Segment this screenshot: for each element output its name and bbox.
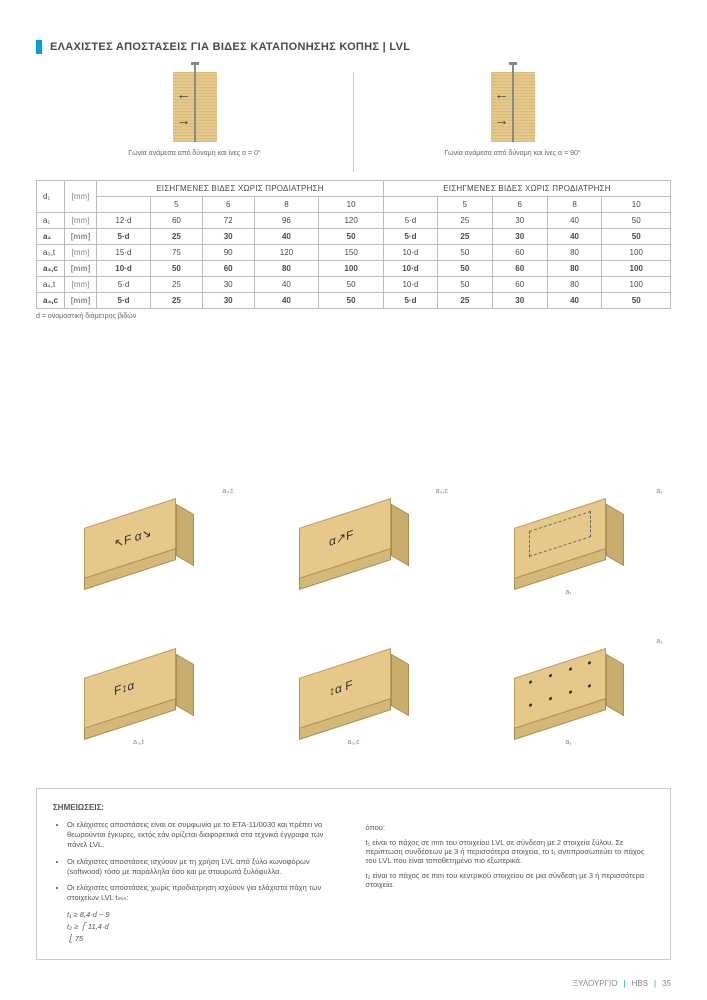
note-item: Οι ελάχιστες αποστάσεις ισχύουν με τη χρ… xyxy=(67,857,342,877)
table-row: a₄,t[mm]5·d2530405010·d506080100 xyxy=(37,277,671,293)
group-header-left: ΕΙΣΗΓΜΕΝΕΣ ΒΙΔΕΣ ΧΩΡΙΣ ΠΡΟΔΙΑΤΡΗΣΗ xyxy=(97,181,384,197)
table-row: a₃,t[mm]15·d759012015010·d506080100 xyxy=(37,245,671,261)
accent-bar xyxy=(36,40,42,54)
table-row: a₄,c[mm]5·d253040505·d25304050 xyxy=(37,293,671,309)
diagram-caption-left: Γωνία ανάμεσα από δύναμη και ίνες α = 0° xyxy=(128,150,260,157)
page-footer: ΞΥΛΟΥΡΓΙΟ | HBS | 35 xyxy=(573,979,671,988)
diagram-alpha-0: ←→ Γωνία ανάμεσα από δύναμη και ίνες α =… xyxy=(36,72,353,172)
table-row: a₂[mm]5·d253040505·d25304050 xyxy=(37,229,671,245)
notes-box: ΣΗΜΕΙΩΣΕΙΣ: Οι ελάχιστες αποστάσεις είνα… xyxy=(36,788,671,960)
note-item: Οι ελάχιστες αποστάσεις χωρίς προδιάτρησ… xyxy=(67,883,342,903)
col-d1: d₁ xyxy=(37,181,65,213)
note-item: Οι ελάχιστες αποστάσεις είναι σε συμφωνί… xyxy=(67,820,342,850)
table-row: a₁[mm]12·d6072961205·d25304050 xyxy=(37,213,671,229)
table-row: a₃,c[mm]10·d50608010010·d506080100 xyxy=(37,261,671,277)
diagram-alpha-90: ←→ Γωνία ανάμεσα από δύναμη και ίνες α =… xyxy=(354,72,671,172)
diagram-caption-right: Γωνία ανάμεσα από δύναμη και ίνες α = 90… xyxy=(444,150,580,157)
distances-table: d₁ [mm] ΕΙΣΗΓΜΕΝΕΣ ΒΙΔΕΣ ΧΩΡΙΣ ΠΡΟΔΙΑΤΡΗ… xyxy=(36,180,671,309)
col-mm: [mm] xyxy=(65,181,97,213)
isometric-diagrams: ↖F α↘a₄,t α↗Fa₄,c a₂a₁ F↕αa₃,t ↕α Fa₃,c … xyxy=(36,480,671,740)
page-title: ΕΛΑΧΙΣΤΕΣ ΑΠΟΣΤΑΣΕΙΣ ΓΙΑ ΒΙΔΕΣ ΚΑΤΑΠΟΝΗΣ… xyxy=(50,41,410,53)
table-footnote: d = ονομαστική διάμετρος βιδών xyxy=(36,313,671,320)
group-header-right: ΕΙΣΗΓΜΕΝΕΣ ΒΙΔΕΣ ΧΩΡΙΣ ΠΡΟΔΙΑΤΡΗΣΗ xyxy=(383,181,670,197)
notes-title: ΣΗΜΕΙΩΣΕΙΣ: xyxy=(53,803,342,812)
